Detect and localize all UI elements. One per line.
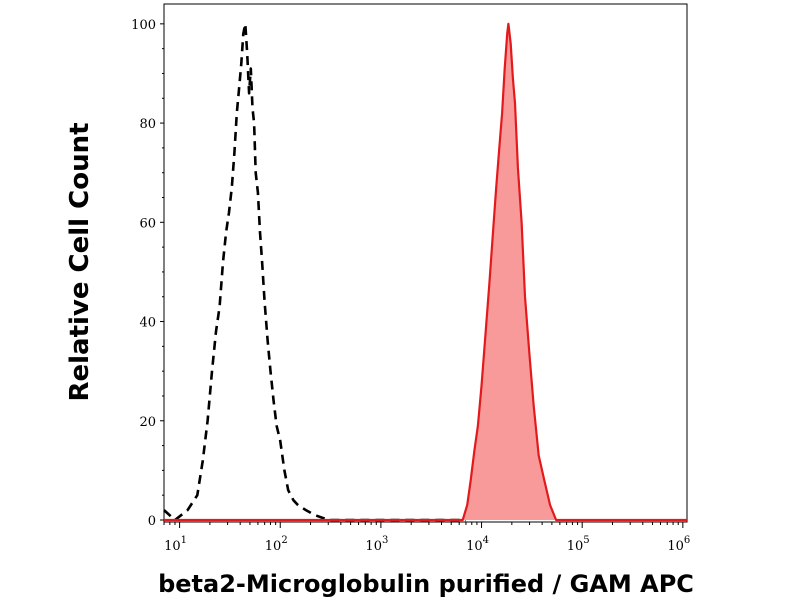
y-tick-label: 60 — [139, 216, 156, 231]
series-1-fill — [164, 23, 687, 521]
x-tick-label: 106 — [667, 535, 690, 554]
x-tick-label: 105 — [567, 535, 590, 554]
series-layer — [163, 22, 687, 522]
x-tick-label: 101 — [164, 535, 187, 554]
series-0-line — [163, 22, 466, 522]
y-tick-label: 100 — [131, 18, 156, 33]
y-tick-label: 40 — [139, 316, 156, 331]
axis-layer: 0 20 40 60 80 100 101 102 103 104 105 106 — [131, 18, 690, 554]
y-tick-label: 20 — [139, 415, 156, 430]
x-tick-label: 104 — [466, 535, 489, 554]
plot-frame — [163, 3, 688, 523]
series-1-line — [164, 22, 687, 522]
x-tick-label: 102 — [265, 535, 288, 554]
y-tick-label: 80 — [139, 117, 156, 132]
y-axis-title: Relative Cell Count — [65, 122, 95, 401]
x-tick-label: 103 — [365, 535, 388, 554]
y-tick-label: 0 — [148, 514, 156, 529]
x-axis-title: beta2-Microglobulin purified / GAM APC — [158, 570, 694, 598]
